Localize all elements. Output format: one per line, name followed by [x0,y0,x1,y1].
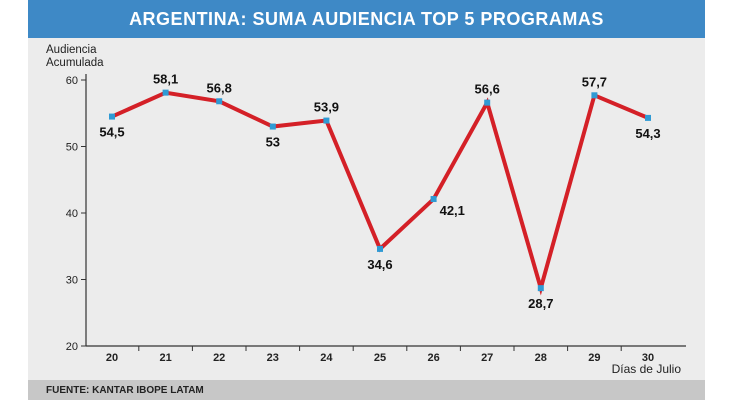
data-label: 28,7 [528,296,553,311]
y-tick-label: 30 [66,275,78,287]
data-label: 57,7 [582,74,607,89]
x-tick-label: 26 [427,352,439,364]
data-point [109,113,115,120]
y-tick-label: 50 [66,142,78,154]
data-label: 56,8 [207,80,232,95]
data-label: 53 [266,135,280,150]
data-label: 56,6 [475,82,500,97]
data-point [323,117,330,124]
x-tick-label: 27 [481,352,493,364]
data-point [430,196,437,203]
data-label: 42,1 [440,203,465,218]
source-note: FUENTE: KANTAR IBOPE LATAM [28,380,705,400]
data-point [377,245,383,252]
data-point [269,123,276,130]
x-tick-label: 20 [106,352,118,364]
plot-area: 20 30 40 50 60 20 21 22 23 24 25 26 27 28 29 30 54,5 58,1… [66,72,686,364]
x-tick-label: 23 [267,352,279,364]
data-point [537,285,544,292]
data-point [645,114,651,121]
chart-card: ARGENTINA: SUMA AUDIENCIA TOP 5 PROGRAMA… [28,0,705,400]
x-tick-label: 28 [535,352,547,364]
y-tick-label: 20 [66,341,78,353]
y-axis-label: Audiencia Acumulada [46,44,104,69]
data-point [484,99,491,106]
data-label: 54,3 [635,126,660,141]
x-tick-label: 25 [374,352,386,364]
data-label: 53,9 [314,100,339,115]
y-tick-label: 60 [66,75,78,87]
data-point [591,92,598,99]
data-point [162,89,169,96]
data-label: 58,1 [153,72,178,87]
x-tick-label: 21 [159,352,171,364]
x-tick-label: 29 [588,352,600,364]
data-label: 34,6 [367,257,392,272]
x-tick-label: 24 [320,352,333,364]
data-label: 54,5 [99,125,124,140]
x-tick-label: 30 [642,352,654,364]
y-tick-label: 40 [66,208,78,220]
x-tick-label: 22 [213,352,225,364]
chart-title: ARGENTINA: SUMA AUDIENCIA TOP 5 PROGRAMA… [28,0,705,38]
x-axis-label: Días de Julio [611,362,681,376]
data-point [216,98,223,105]
